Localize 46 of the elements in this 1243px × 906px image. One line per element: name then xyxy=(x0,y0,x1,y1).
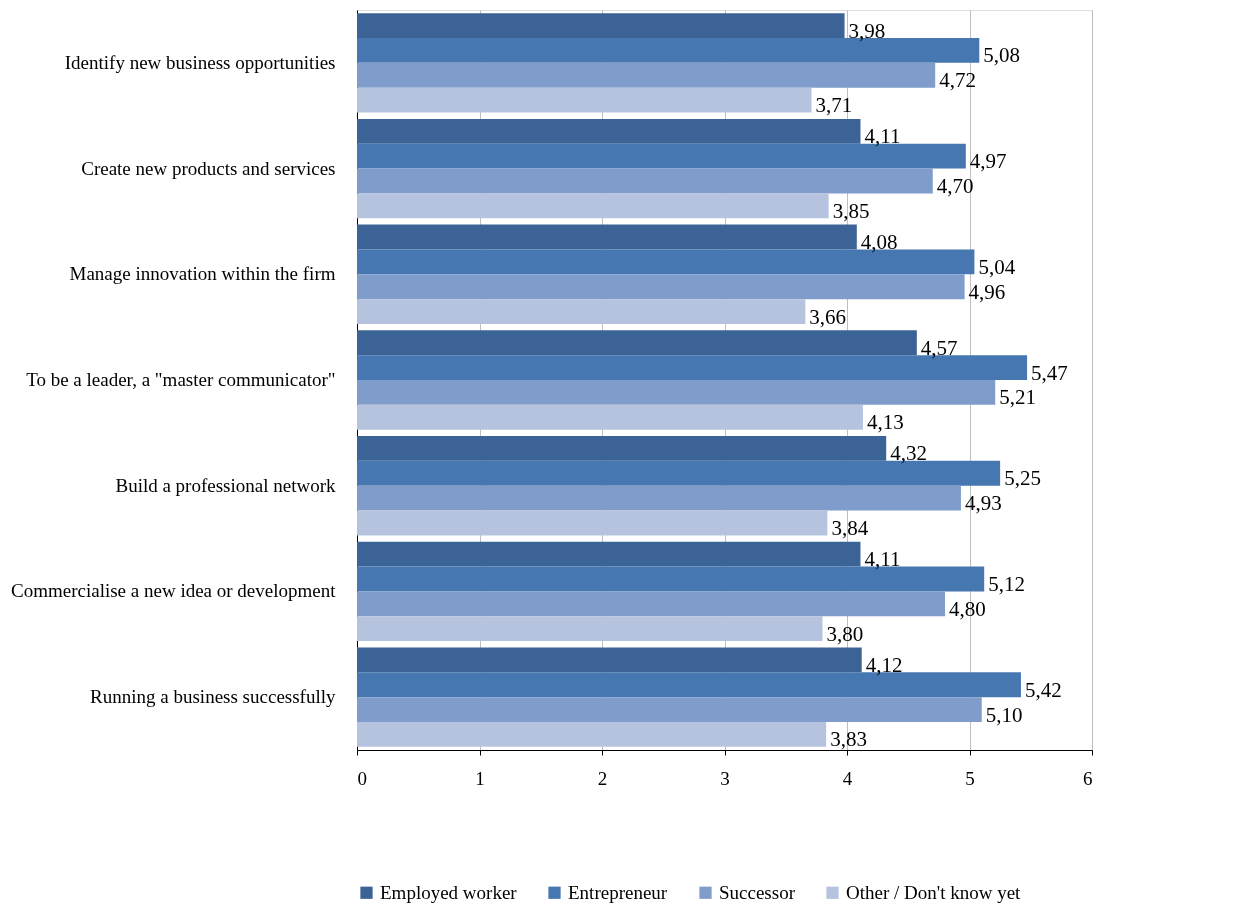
x-tick-label: 3 xyxy=(720,767,730,789)
data-label: 4,80 xyxy=(949,596,986,621)
y-tick-label: Commercialise a new idea or development xyxy=(11,580,337,602)
data-label: 5,04 xyxy=(978,254,1016,279)
x-tick-label: 5 xyxy=(965,767,975,789)
legend-label: Successor xyxy=(719,881,796,903)
data-label: 4,57 xyxy=(920,335,958,360)
y-tick-label: Manage innovation within the firm xyxy=(69,263,336,285)
data-label: 4,13 xyxy=(866,410,904,435)
data-label: 4,11 xyxy=(864,124,901,149)
data-label: 4,11 xyxy=(864,547,901,572)
data-label: 4,93 xyxy=(964,491,1002,516)
legend-label: Other / Don't know yet xyxy=(846,881,1022,903)
data-label: 3,84 xyxy=(831,515,869,540)
x-tick-label: 1 xyxy=(475,767,485,789)
data-label: 4,72 xyxy=(939,68,976,93)
y-tick-label: Running a business successfully xyxy=(90,686,336,708)
data-label: 4,70 xyxy=(936,173,974,198)
data-label: 3,80 xyxy=(826,621,864,646)
y-tick-label: Create new products and services xyxy=(81,157,336,179)
y-tick-label: Build a professional network xyxy=(115,474,336,496)
x-tick-label: 2 xyxy=(597,767,608,789)
data-label: 5,25 xyxy=(1004,466,1041,491)
data-label: 5,42 xyxy=(1024,677,1062,702)
data-label: 3,98 xyxy=(848,18,886,43)
x-tick-label: 6 xyxy=(1083,767,1093,789)
data-label: 5,12 xyxy=(988,572,1025,597)
data-label: 5,47 xyxy=(1031,360,1068,385)
data-label: 5,08 xyxy=(983,43,1021,68)
data-label: 3,83 xyxy=(830,727,867,752)
y-tick-label: Identify new business opportunities xyxy=(64,51,336,73)
data-label: 5,21 xyxy=(999,385,1036,410)
data-label: 4,32 xyxy=(890,441,927,466)
x-tick-label: 4 xyxy=(842,767,853,789)
legend-label: Entrepreneur xyxy=(568,881,668,903)
data-label: 3,71 xyxy=(815,93,853,118)
data-label: 4,08 xyxy=(860,230,898,255)
data-label: 4,12 xyxy=(865,652,903,677)
y-tick-label: To be a leader, a "master communicator" xyxy=(26,369,336,390)
legend-label: Employed worker xyxy=(380,881,518,903)
data-label: 4,96 xyxy=(968,279,1006,304)
data-label: 5,10 xyxy=(985,702,1023,727)
data-label: 4,97 xyxy=(969,149,1007,174)
data-label: 3,66 xyxy=(809,304,847,329)
data-label: 3,85 xyxy=(832,198,870,223)
x-tick-label: 0 xyxy=(357,767,367,789)
